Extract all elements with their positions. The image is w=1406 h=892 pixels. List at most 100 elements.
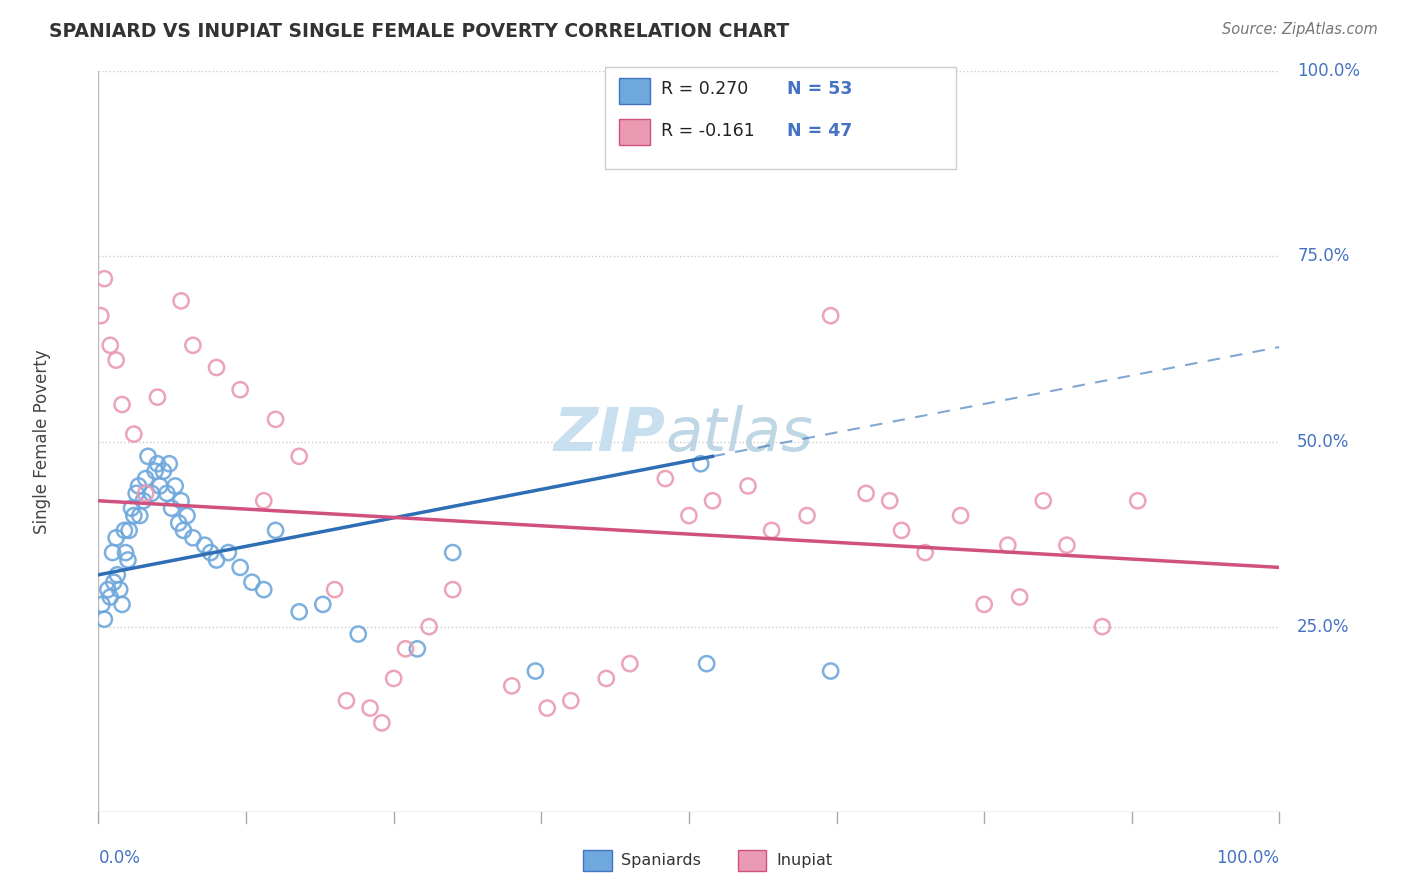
Point [1008, 590, 1031, 604]
Point [105, 531, 128, 545]
Point [135, 472, 157, 486]
Point [702, 493, 724, 508]
Point [560, 694, 582, 708]
Point [90, 309, 112, 323]
Point [128, 508, 150, 523]
Point [253, 493, 276, 508]
Text: 100.0%: 100.0% [1216, 849, 1279, 867]
Point [253, 582, 276, 597]
Point [121, 501, 143, 516]
Point [536, 701, 558, 715]
Text: 75.0%: 75.0% [1298, 247, 1350, 266]
Point [1091, 619, 1114, 633]
Text: 25.0%: 25.0% [1298, 617, 1350, 636]
Text: Source: ZipAtlas.com: Source: ZipAtlas.com [1222, 22, 1378, 37]
Point [194, 538, 217, 552]
Text: 50.0%: 50.0% [1298, 433, 1350, 450]
Point [1032, 493, 1054, 508]
Point [879, 493, 901, 508]
Point [524, 664, 547, 678]
Text: R = -0.161: R = -0.161 [661, 122, 755, 140]
Point [122, 508, 145, 523]
Point [135, 486, 157, 500]
Point [264, 412, 287, 426]
Point [205, 553, 228, 567]
Point [737, 479, 759, 493]
Point [103, 575, 125, 590]
Point [141, 486, 163, 500]
Point [382, 672, 405, 686]
Point [132, 493, 155, 508]
Point [796, 508, 818, 523]
Point [108, 582, 131, 597]
Point [371, 715, 394, 730]
Point [1056, 538, 1078, 552]
Point [240, 575, 263, 590]
Point [696, 657, 718, 671]
Text: ZIP: ZIP [554, 405, 665, 464]
Point [501, 679, 523, 693]
Text: Spaniards: Spaniards [621, 854, 702, 868]
Point [820, 664, 842, 678]
Point [149, 479, 172, 493]
Point [181, 338, 204, 352]
Point [146, 457, 169, 471]
Point [181, 531, 204, 545]
Point [761, 524, 783, 538]
Point [111, 598, 134, 612]
Point [406, 641, 429, 656]
Point [418, 619, 440, 633]
Point [323, 582, 346, 597]
Point [359, 701, 381, 715]
Point [156, 486, 179, 500]
Point [157, 457, 180, 471]
Point [205, 360, 228, 375]
Point [890, 524, 912, 538]
Point [170, 493, 193, 508]
Point [312, 598, 335, 612]
Text: Inupiat: Inupiat [776, 854, 832, 868]
Point [105, 353, 128, 368]
Point [949, 508, 972, 523]
Point [160, 501, 183, 516]
Point [914, 546, 936, 560]
Point [264, 524, 287, 538]
Point [997, 538, 1019, 552]
Text: atlas: atlas [665, 405, 813, 464]
Point [128, 479, 150, 493]
Point [595, 672, 617, 686]
Point [347, 627, 370, 641]
Point [114, 546, 136, 560]
Point [112, 524, 135, 538]
Text: R = 0.270: R = 0.270 [661, 80, 748, 98]
Text: N = 47: N = 47 [787, 122, 852, 140]
Point [654, 472, 676, 486]
Text: SPANIARD VS INUPIAT SINGLE FEMALE POVERTY CORRELATION CHART: SPANIARD VS INUPIAT SINGLE FEMALE POVERT… [49, 22, 789, 41]
Point [93, 271, 115, 285]
Point [441, 546, 464, 560]
Point [1126, 493, 1149, 508]
Point [229, 560, 252, 574]
Point [122, 427, 145, 442]
Point [165, 479, 187, 493]
Point [170, 293, 193, 308]
Point [217, 546, 239, 560]
Point [288, 605, 311, 619]
Text: 100.0%: 100.0% [1298, 62, 1360, 80]
Point [136, 450, 159, 464]
Point [678, 508, 700, 523]
Text: N = 53: N = 53 [787, 80, 852, 98]
Point [146, 390, 169, 404]
Point [441, 582, 464, 597]
Point [820, 309, 842, 323]
Point [229, 383, 252, 397]
Point [105, 567, 128, 582]
Point [167, 516, 190, 530]
Point [111, 398, 134, 412]
Point [973, 598, 995, 612]
Point [288, 450, 311, 464]
Point [93, 612, 115, 626]
Text: 0.0%: 0.0% [98, 849, 141, 867]
Point [125, 486, 148, 500]
Point [394, 641, 416, 656]
